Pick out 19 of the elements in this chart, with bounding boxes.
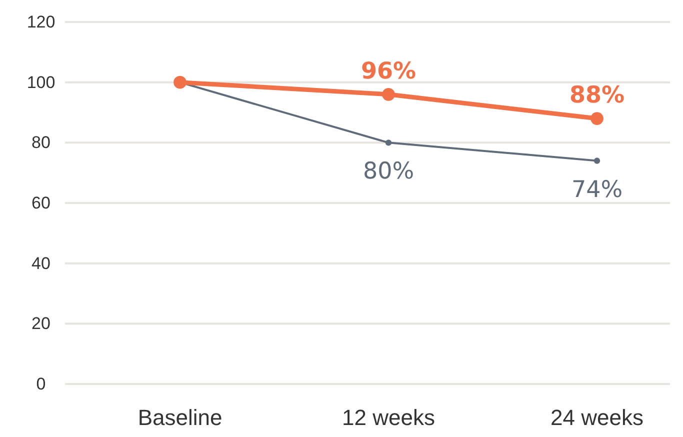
point: [590, 112, 604, 125]
x-tick-label: Baseline: [138, 405, 222, 430]
data-label: 80%: [362, 158, 414, 185]
data-label: 74%: [571, 176, 623, 203]
y-tick-label: 20: [32, 314, 50, 334]
y-tick-label: 80: [32, 133, 50, 152]
y-tick-label: 60: [32, 193, 50, 212]
x-tick-label: 24 weeks: [550, 405, 644, 430]
point: [174, 76, 186, 89]
data-label: 96%: [360, 58, 416, 84]
y-tick-label: 0: [36, 374, 46, 394]
y-tick-label: 100: [26, 72, 56, 92]
point: [594, 158, 600, 164]
point: [382, 88, 395, 101]
data-label: 88%: [569, 82, 625, 109]
y-tick-label: 120: [26, 12, 56, 32]
y-tick-label: 40: [32, 254, 50, 273]
x-tick-label: 12 weeks: [342, 405, 435, 430]
point: [385, 140, 392, 146]
